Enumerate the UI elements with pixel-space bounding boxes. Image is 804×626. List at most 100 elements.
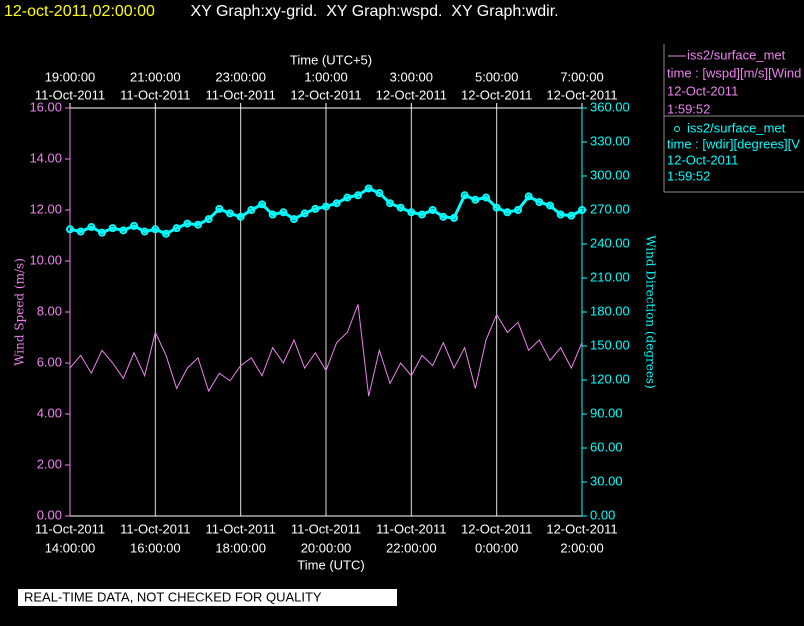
- y-tick-label: 12.00: [29, 201, 62, 216]
- y-tick-label: 16.00: [29, 99, 62, 114]
- data-point: [471, 195, 480, 204]
- y-tick-label: 10.00: [29, 252, 62, 267]
- legend-name: iss2/surface_met: [687, 47, 786, 62]
- footer: REAL-TIME DATA, NOT CHECKED FOR QUALITY: [24, 589, 322, 604]
- y-tick-label: 0.00: [37, 507, 62, 522]
- data-point: [76, 227, 85, 236]
- x-tick-date: 11-Oct-2011: [291, 521, 361, 536]
- x-tick-time: 2:00:00: [560, 540, 603, 555]
- data-point: [535, 198, 544, 207]
- footer-box: [18, 589, 397, 606]
- x-tick-time: 0:00:00: [475, 540, 518, 555]
- x-tick-date: 11-Oct-2011: [120, 521, 190, 536]
- data-point: [546, 201, 554, 210]
- x2-tick-date: 12-Oct-2011: [461, 87, 532, 102]
- x-tick-time: 16:00:00: [130, 540, 181, 555]
- series-line: [69, 304, 583, 397]
- data-point: [247, 206, 256, 214]
- data-point: [311, 204, 320, 213]
- data-point: [332, 199, 341, 208]
- data-point: [428, 206, 437, 214]
- data-point: [290, 215, 298, 224]
- data-point: [162, 229, 170, 238]
- data-point: [482, 193, 490, 202]
- data-point: [236, 212, 245, 221]
- data-point: [108, 224, 117, 233]
- x2-tick-time: 5:00:00: [475, 69, 518, 84]
- data-point: [343, 193, 352, 202]
- data-point: [66, 225, 74, 234]
- x-tick-date: 12-Oct-2011: [546, 521, 617, 536]
- x-tick-time: 18:00:00: [215, 540, 266, 555]
- data-point: [87, 223, 96, 231]
- legend-name: iss2/surface_met: [687, 120, 786, 135]
- x2-tick-time: 19:00:00: [45, 69, 96, 84]
- x2-tick-date: 12-Oct-2011: [546, 87, 617, 102]
- legend-detail: time : [wdir][degrees][V: [667, 136, 800, 151]
- y2-tick-label: 30.00: [590, 473, 623, 488]
- data-point: [439, 212, 448, 221]
- x-axis-title: Time (UTC): [297, 557, 364, 572]
- y2-tick-label: 60.00: [590, 439, 623, 454]
- x2-tick-date: 11-Oct-2011: [35, 87, 105, 102]
- data-point: [226, 209, 234, 218]
- data-point: [130, 221, 138, 230]
- y-tick-label: 4.00: [37, 405, 62, 420]
- data-point: [503, 208, 512, 217]
- legend-detail: 1:59:52: [667, 101, 710, 116]
- x-tick-date: 11-Oct-2011: [35, 521, 105, 536]
- x-tick-date: 12-Oct-2011: [461, 521, 532, 536]
- data-point: [194, 220, 202, 229]
- data-point: [578, 206, 586, 214]
- data-point: [567, 211, 576, 220]
- data-point: [418, 210, 426, 219]
- y2-tick-label: 210.00: [590, 269, 630, 284]
- y2-tick-label: 300.00: [590, 167, 630, 182]
- y2-tick-label: 330.00: [590, 133, 630, 148]
- data-point: [407, 208, 416, 217]
- x2-tick-time: 3:00:00: [390, 69, 433, 84]
- data-point: [268, 210, 277, 219]
- y2-tick-label: 270.00: [590, 201, 630, 216]
- data-point: [386, 199, 394, 208]
- data-point: [450, 213, 458, 222]
- data-point: [396, 203, 405, 212]
- data-point: [204, 215, 213, 224]
- data-point: [514, 206, 522, 214]
- data-point: [119, 226, 128, 235]
- data-point: [172, 224, 181, 233]
- data-point: [524, 192, 533, 201]
- x2-axis-title: Time (UTC+5): [290, 52, 372, 67]
- legend-detail: 1:59:52: [667, 168, 710, 183]
- data-point: [140, 227, 149, 236]
- x-tick-time: 14:00:00: [45, 540, 96, 555]
- y2-tick-label: 180.00: [590, 303, 630, 318]
- legend-detail: 12-Oct-2011: [667, 152, 738, 167]
- y2-tick-label: 360.00: [590, 99, 630, 114]
- y-tick-label: 8.00: [37, 303, 62, 318]
- data-point: [492, 203, 501, 212]
- legend-detail: time : [wspd][m/s][Wind: [667, 65, 801, 80]
- data-point: [556, 210, 565, 219]
- x-tick-time: 20:00:00: [301, 540, 352, 555]
- graph-list: XY Graph:xy-grid. XY Graph:wspd. XY Grap…: [186, 3, 559, 20]
- y-tick-label: 2.00: [37, 456, 62, 471]
- y-tick-label: 6.00: [37, 354, 62, 369]
- legend-marker: [674, 126, 680, 132]
- x2-tick-time: 21:00:00: [130, 69, 181, 84]
- data-point: [300, 209, 309, 218]
- x2-tick-date: 11-Oct-2011: [120, 87, 190, 102]
- data-point: [460, 191, 469, 200]
- data-point: [151, 225, 160, 234]
- data-point: [258, 200, 266, 209]
- x-tick-date: 11-Oct-2011: [205, 521, 275, 536]
- data-point: [354, 191, 362, 200]
- x-tick-date: 11-Oct-2011: [376, 521, 446, 536]
- x2-tick-date: 12-Oct-2011: [376, 87, 447, 102]
- x2-tick-time: 1:00:00: [304, 69, 347, 84]
- x2-tick-time: 7:00:00: [560, 69, 603, 84]
- data-point: [98, 228, 106, 237]
- legend-detail: 12-Oct-2011: [667, 83, 738, 98]
- y2-tick-label: 120.00: [590, 371, 630, 386]
- data-point: [375, 189, 384, 197]
